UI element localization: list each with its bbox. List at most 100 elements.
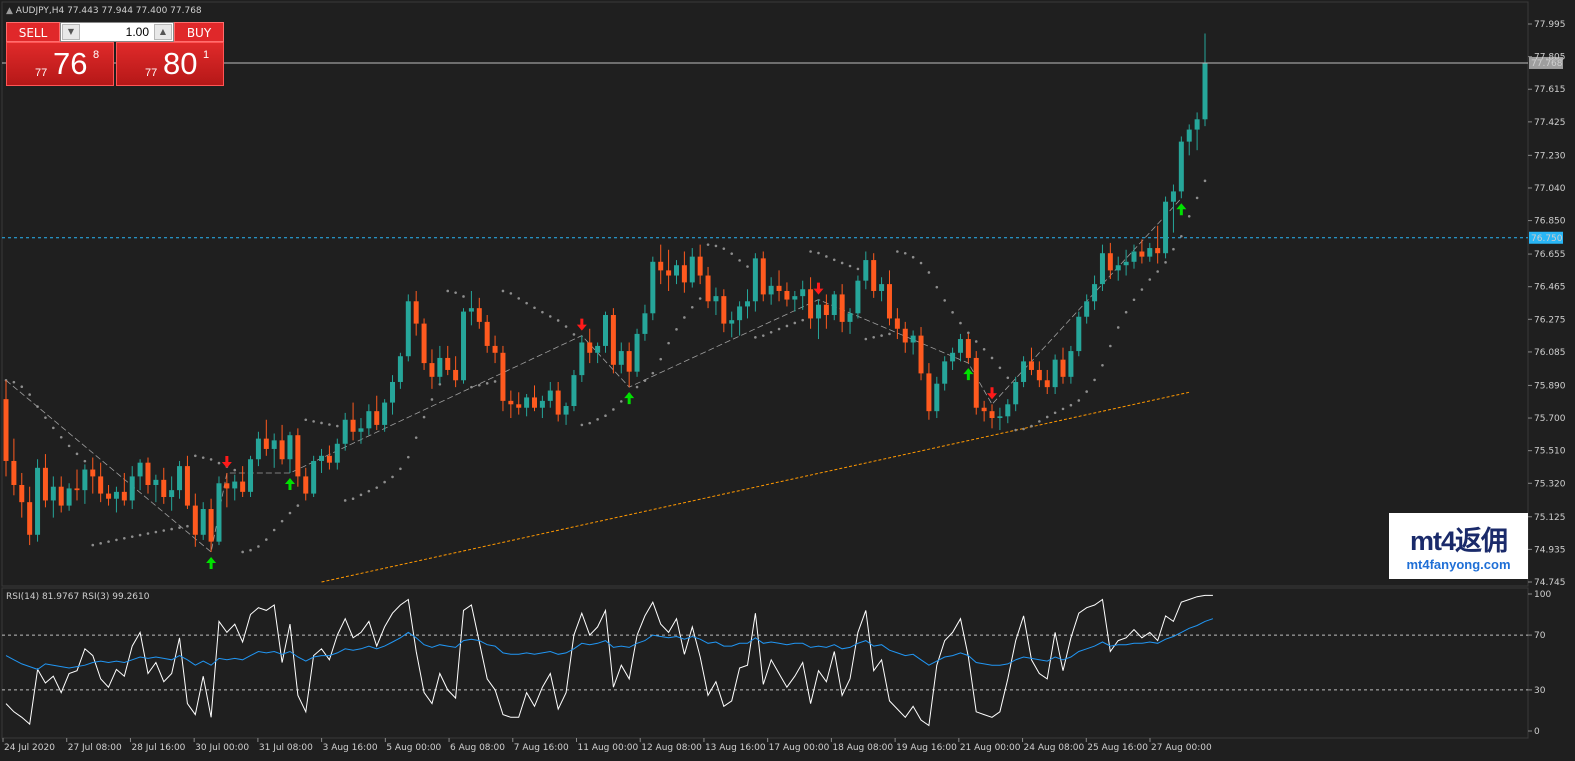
candle-body	[808, 289, 814, 319]
candle-body	[319, 455, 325, 461]
candle	[11, 438, 17, 496]
candle	[886, 270, 892, 326]
time-tick-label: 13 Aug 16:00	[705, 743, 766, 753]
lot-size-input[interactable]	[83, 24, 149, 40]
candle-body	[66, 488, 72, 506]
candle-body	[737, 306, 743, 321]
resistance-level-line[interactable]: 76.750	[2, 231, 1563, 244]
trendline[interactable]	[321, 391, 1190, 583]
candle	[681, 251, 687, 293]
price-tick-label: 77.230	[1534, 151, 1566, 161]
candle-body	[1202, 62, 1208, 120]
sell-price-button[interactable]: 77 76 8	[6, 42, 114, 86]
candle-body	[855, 280, 861, 314]
buy-button[interactable]: BUY	[174, 22, 224, 42]
candle	[973, 351, 979, 415]
candle	[1092, 275, 1098, 310]
candle	[555, 381, 561, 422]
sar-dot	[793, 321, 797, 325]
rsi-tick-label: 70	[1534, 631, 1546, 641]
candle-body	[74, 488, 80, 491]
price-tick-label: 76.275	[1534, 315, 1566, 325]
sar-dot	[698, 297, 702, 300]
sar-dot	[249, 548, 252, 552]
candle-body	[1068, 351, 1074, 377]
sar-dot	[265, 538, 268, 541]
candle-body	[98, 476, 104, 494]
candle-body	[571, 375, 577, 407]
candle	[532, 385, 538, 412]
sar-dot	[1132, 298, 1136, 302]
sar-dot	[1077, 399, 1081, 402]
down-arrow-icon	[987, 387, 998, 400]
sar-dot	[580, 423, 584, 427]
candle	[240, 466, 246, 498]
price-tick-label: 77.615	[1534, 85, 1566, 95]
candle	[153, 474, 159, 503]
price-tick-label: 77.805	[1534, 53, 1566, 63]
sar-dot	[998, 366, 1002, 370]
down-arrow-icon	[221, 455, 232, 468]
sar-dot	[856, 267, 860, 271]
support-trendline[interactable]	[321, 391, 1190, 583]
candle	[1178, 136, 1184, 199]
sar-dot	[470, 385, 473, 389]
sar-dot	[872, 336, 875, 339]
sar-dot	[430, 398, 434, 401]
sar-dot	[817, 251, 820, 255]
rsi-window[interactable]	[1, 587, 1529, 739]
sar-dot	[201, 456, 205, 459]
sar-dot	[343, 499, 347, 502]
candle	[839, 284, 845, 333]
price-tick-label: 75.890	[1534, 381, 1566, 391]
lot-decrease-button[interactable]: ▼	[62, 24, 80, 40]
sar-dot	[683, 316, 686, 319]
candle	[768, 277, 774, 305]
candle-body	[658, 261, 664, 271]
candle-body	[169, 490, 175, 498]
sar-dot	[840, 261, 844, 265]
current-price-label: 77.768	[1531, 59, 1563, 69]
sar-dot	[44, 416, 47, 419]
buy-price-prefix: 77	[145, 67, 158, 79]
candle-body	[35, 467, 41, 535]
rsi-label: RSI(14) 81.9767 RSI(3) 99.2610	[6, 592, 150, 602]
candle-body	[532, 397, 538, 408]
collapse-triangle-icon: ▲	[6, 6, 16, 16]
candle-body	[366, 411, 372, 429]
sar-dot	[67, 444, 71, 448]
sell-button[interactable]: SELL	[6, 22, 60, 42]
time-tick-label: 7 Aug 16:00	[514, 743, 569, 753]
time-tick-label: 6 Aug 08:00	[450, 743, 505, 753]
down-arrow-icon	[576, 318, 587, 331]
sar-dot	[706, 243, 710, 246]
candle-body	[894, 318, 900, 329]
candle-body	[784, 290, 790, 300]
sar-dot	[170, 527, 173, 531]
candle	[106, 484, 112, 506]
candle-body	[106, 493, 112, 499]
candle	[934, 376, 940, 419]
candle	[539, 395, 545, 419]
level-price-tag	[1529, 231, 1563, 244]
candle	[453, 356, 459, 388]
candle	[295, 428, 301, 487]
candle	[618, 342, 624, 374]
candle-body	[863, 260, 869, 281]
fractal-arrows	[206, 203, 1187, 569]
sar-dot	[714, 244, 718, 248]
price-tick-label: 76.465	[1534, 283, 1566, 293]
candle	[981, 400, 987, 422]
up-arrow-icon	[1176, 203, 1187, 216]
candle-body	[232, 481, 238, 489]
candle	[326, 445, 332, 470]
sar-dot	[359, 493, 363, 497]
candle	[1202, 33, 1208, 127]
candle-body	[650, 261, 656, 314]
buy-price-button[interactable]: 77 80 1	[116, 42, 224, 86]
candle-body	[184, 466, 190, 506]
sar-dot	[1156, 270, 1159, 273]
candle	[571, 369, 577, 412]
lot-increase-button[interactable]: ▲	[154, 24, 172, 40]
